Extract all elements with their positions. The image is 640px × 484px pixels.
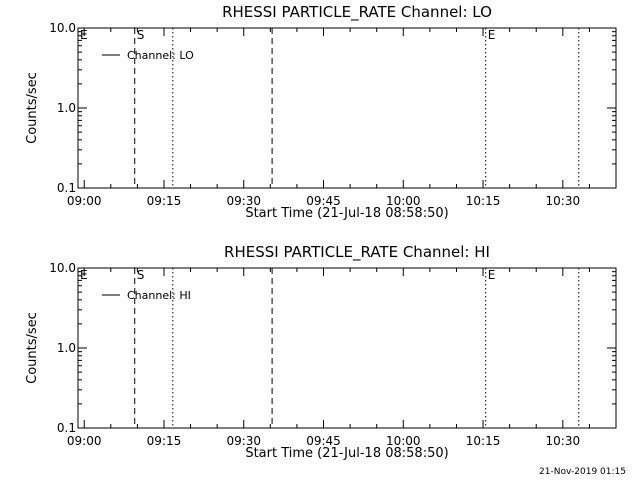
- chart-1-ytick-label-1: 1.0: [57, 341, 76, 355]
- chart-1-ylabel: Counts/sec: [25, 312, 40, 384]
- chart-1-xtick-label-6: 10:30: [546, 434, 581, 448]
- chart-1-legend-label: Channel: HI: [127, 289, 191, 302]
- chart-0-xtick-label-5: 10:15: [466, 194, 501, 208]
- chart-0-ytick-label-0: 0.1: [57, 181, 76, 195]
- footer-timestamp-text: 21-Nov-2019 01:15: [539, 467, 626, 477]
- chart-0-xtick-label-2: 09:30: [226, 194, 261, 208]
- chart-0-marker-label-0: E: [80, 28, 88, 42]
- chart-0-ytick-label-2: 10.0: [49, 21, 76, 35]
- chart-1-xtick-label-5: 10:15: [466, 434, 501, 448]
- chart-1-ytick-label-2: 10.0: [49, 261, 76, 275]
- chart-1-marker-label-0: E: [80, 268, 88, 282]
- chart-1-marker-label-4: E: [488, 268, 496, 282]
- chart-0-xtick-label-0: 09:00: [67, 194, 102, 208]
- chart-0-title: RHESSI PARTICLE_RATE Channel: LO: [222, 3, 492, 22]
- chart-1-xtick-label-3: 09:45: [306, 434, 341, 448]
- chart-0-marker-label-4: E: [488, 28, 496, 42]
- chart-0-legend-label: Channel: LO: [127, 49, 194, 62]
- chart-0-marker-label-1: S: [137, 28, 145, 42]
- chart-1-xtick-label-0: 09:00: [67, 434, 102, 448]
- chart-0-ylabel: Counts/sec: [25, 72, 40, 144]
- chart-1-ytick-label-0: 0.1: [57, 421, 76, 435]
- chart-1-xlabel: Start Time (21-Jul-18 08:58:50): [245, 446, 448, 461]
- chart-1-title: RHESSI PARTICLE_RATE Channel: HI: [224, 243, 490, 262]
- chart-0-ytick-label-1: 1.0: [57, 101, 76, 115]
- chart-1-xtick-label-1: 09:15: [147, 434, 182, 448]
- chart-0-xtick-label-3: 09:45: [306, 194, 341, 208]
- chart-1-xtick-label-2: 09:30: [226, 434, 261, 448]
- chart-0-xlabel: Start Time (21-Jul-18 08:58:50): [245, 206, 448, 221]
- chart-0-xtick-label-1: 09:15: [147, 194, 182, 208]
- chart-1-xtick-label-4: 10:00: [386, 434, 421, 448]
- chart-0-xtick-label-6: 10:30: [546, 194, 581, 208]
- chart-0-xtick-label-4: 10:00: [386, 194, 421, 208]
- chart-1-marker-label-1: S: [137, 268, 145, 282]
